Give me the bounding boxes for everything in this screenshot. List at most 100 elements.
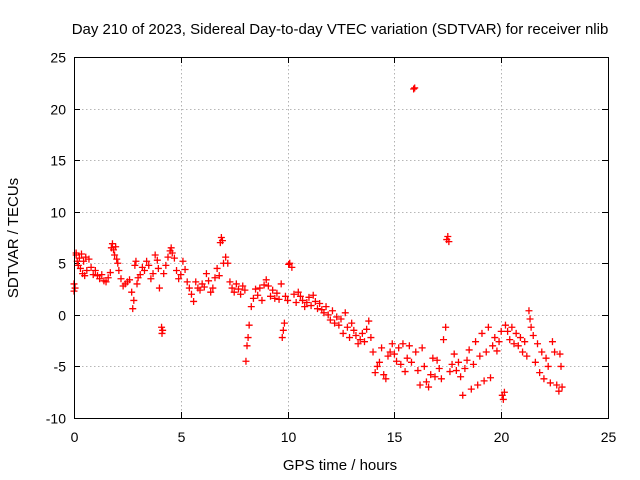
data-point	[129, 305, 137, 313]
data-point	[474, 381, 482, 389]
data-point	[504, 327, 512, 335]
data-point	[145, 261, 153, 269]
data-point	[452, 367, 460, 375]
data-point	[112, 243, 120, 251]
data-point	[459, 391, 467, 399]
data-point	[448, 360, 456, 368]
data-point	[285, 260, 293, 268]
data-point	[311, 297, 319, 305]
y-tick-label: 15	[50, 153, 66, 169]
data-point	[350, 326, 358, 334]
data-point	[320, 309, 328, 317]
data-point	[173, 267, 181, 275]
data-point	[450, 350, 458, 358]
data-point	[384, 352, 392, 360]
data-point	[401, 368, 409, 376]
data-point	[213, 264, 221, 272]
data-point	[136, 271, 144, 279]
data-point	[143, 257, 151, 265]
data-point	[222, 253, 230, 261]
data-point	[234, 285, 242, 293]
data-point	[536, 369, 544, 377]
data-point	[277, 280, 285, 288]
data-point	[275, 295, 283, 303]
data-point	[365, 317, 373, 325]
data-point	[207, 288, 215, 296]
data-point	[429, 354, 437, 362]
data-point	[114, 259, 122, 267]
data-point	[224, 259, 232, 267]
data-point	[71, 284, 79, 292]
data-point	[215, 272, 223, 280]
data-point	[523, 352, 531, 360]
data-point	[484, 323, 492, 331]
data-point	[442, 323, 450, 331]
x-tick-label: 5	[178, 429, 186, 445]
data-point	[80, 257, 88, 265]
data-point	[151, 251, 159, 259]
data-point	[380, 371, 388, 379]
data-point	[422, 378, 430, 386]
data-point	[278, 334, 286, 342]
data-point	[244, 334, 252, 342]
data-point	[526, 315, 534, 323]
data-point	[493, 347, 501, 355]
data-point	[519, 348, 527, 356]
data-point	[397, 360, 405, 368]
data-point	[508, 323, 516, 331]
data-point	[499, 395, 507, 403]
data-point	[217, 234, 225, 241]
data-point	[478, 329, 486, 337]
data-point	[81, 272, 89, 280]
y-tick-label: 20	[50, 102, 66, 118]
data-point	[147, 275, 155, 283]
data-point	[76, 264, 84, 272]
y-tick-label: 25	[50, 50, 66, 66]
data-point	[258, 296, 266, 304]
data-point	[454, 358, 462, 366]
data-point	[467, 385, 475, 393]
data-point	[242, 357, 250, 365]
data-point	[307, 302, 315, 310]
data-point	[382, 375, 390, 383]
data-point	[495, 338, 503, 346]
data-point	[521, 338, 529, 346]
data-point	[128, 288, 136, 296]
data-point	[167, 244, 175, 252]
data-point	[341, 309, 349, 317]
data-point	[267, 292, 275, 300]
y-tick-label: -5	[54, 359, 67, 375]
data-point	[540, 375, 548, 383]
data-point	[433, 356, 441, 364]
data-point	[546, 379, 554, 387]
x-tick-label: 10	[281, 429, 297, 445]
data-point	[252, 285, 260, 293]
data-point	[106, 269, 114, 277]
data-point	[279, 326, 287, 334]
data-point	[209, 284, 217, 292]
data-point	[395, 344, 403, 352]
data-point	[164, 253, 172, 261]
chart-title: Day 210 of 2023, Sidereal Day-to-day VTE…	[72, 21, 609, 38]
data-point	[140, 267, 148, 275]
data-point	[500, 388, 508, 396]
data-point	[534, 340, 542, 348]
data-point	[465, 346, 473, 354]
axis-ticks: 0 5 10 15 20 25 -10 -5 0 5 10 15 20 25	[46, 50, 617, 446]
data-point	[254, 291, 262, 299]
data-point	[555, 387, 563, 395]
data-point	[531, 358, 539, 366]
data-point	[444, 232, 452, 240]
data-point	[352, 331, 360, 339]
data-point	[89, 271, 97, 279]
data-point	[412, 348, 420, 356]
data-point	[480, 377, 488, 385]
data-point	[416, 381, 424, 389]
data-point	[501, 321, 509, 329]
data-point	[185, 284, 193, 292]
data-point	[542, 354, 550, 362]
data-point	[269, 286, 277, 294]
data-point	[544, 362, 552, 370]
data-point	[162, 261, 170, 269]
data-point	[102, 278, 110, 286]
